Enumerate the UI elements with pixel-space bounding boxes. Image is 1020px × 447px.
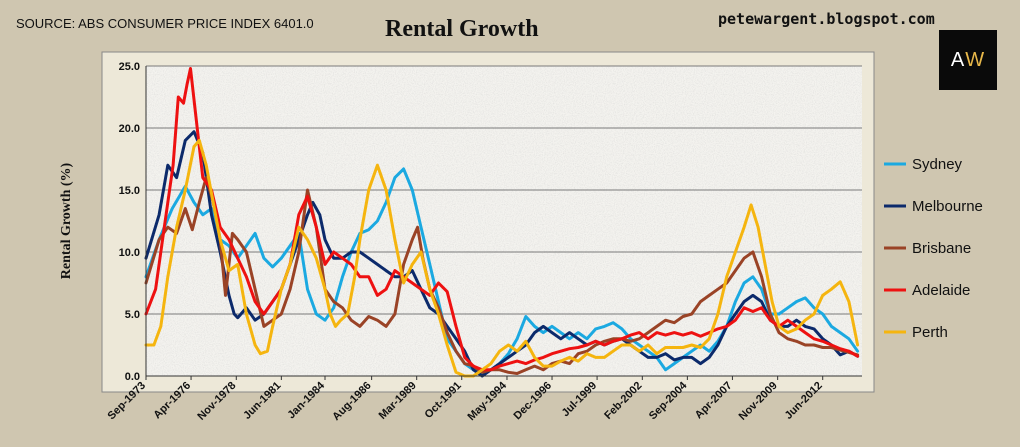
y-axis-ticks: 0.0 5.0 10.0 15.0 20.0 25.0 [119,61,140,383]
legend-label-sydney: Sydney [912,156,963,173]
series-lines [144,67,860,378]
y-axis-label: Rental Growth (%) [59,162,74,279]
series-line-sydney [144,167,860,375]
credit-url: petewargent.blogspot.com [718,10,935,28]
legend-label-brisbane: Brisbane [912,240,971,257]
legend-label-adelaide: Adelaide [912,282,970,299]
y-tick-label: 10.0 [119,247,140,259]
source-note: SOURCE: ABS CONSUMER PRICE INDEX 6401.0 [16,16,314,31]
y-tick-label: 0.0 [125,371,140,383]
legend-label-perth: Perth [912,324,948,341]
series-line-perth [144,138,860,378]
y-tick-label: 25.0 [119,61,140,73]
logo-letter-a: A [950,48,966,71]
grid [146,65,862,315]
logo-letter-w: W [965,48,986,71]
chart-title: Rental Growth [385,16,539,42]
series-line-adelaide [144,67,860,372]
legend: Sydney Melbourne Brisbane Adelaide Perth [884,156,983,341]
legend-label-melbourne: Melbourne [912,198,983,215]
y-tick-label: 15.0 [119,185,140,197]
y-tick-label: 20.0 [119,123,140,135]
y-tick-label: 5.0 [125,309,140,321]
